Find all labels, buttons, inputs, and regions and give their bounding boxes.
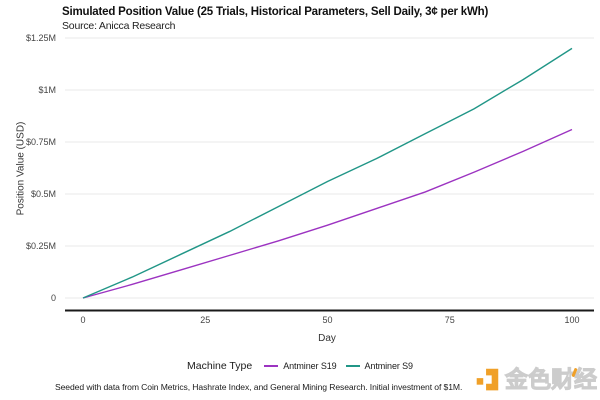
jinse-logo-icon xyxy=(476,368,499,391)
y-tick-label: $0.5M xyxy=(30,189,56,199)
legend-item-antminer-s9: Antminer S9 xyxy=(345,361,414,371)
x-axis-title: Day xyxy=(318,333,336,344)
y-tick-label: $0.75M xyxy=(25,137,56,147)
y-tick-label: $1.25M xyxy=(25,33,56,43)
legend-key-antminer-s9 xyxy=(345,365,360,367)
plot-area xyxy=(65,37,594,312)
y-tick-label: $1M xyxy=(38,85,56,95)
x-tick-label: 50 xyxy=(322,315,333,325)
series-line-antminer-s19 xyxy=(82,128,573,299)
caption: Seeded with data from Coin Metrics, Hash… xyxy=(55,382,463,392)
y-tick-label: $0.25M xyxy=(25,241,56,251)
x-tick-label: 0 xyxy=(80,315,86,325)
x-tick-label: 25 xyxy=(200,315,211,325)
legend-label: Antminer S19 xyxy=(283,361,337,371)
x-tick-label: 100 xyxy=(564,315,580,325)
legend-item-antminer-s19: Antminer S19 xyxy=(264,361,337,371)
chart-subtitle: Source: Anicca Research xyxy=(62,20,176,32)
legend-key-antminer-s19 xyxy=(264,365,279,367)
legend: Machine Type Antminer S19 Antminer S9 xyxy=(0,360,600,372)
y-axis-title: Position Value (USD) xyxy=(15,121,27,216)
legend-title: Machine Type xyxy=(187,360,253,372)
legend-label: Antminer S9 xyxy=(364,361,414,371)
watermark-text: 金色财经 xyxy=(505,365,598,392)
chart-title: Simulated Position Value (25 Trials, His… xyxy=(62,6,489,18)
x-tick-label: 75 xyxy=(444,315,455,325)
watermark: 金色财经 xyxy=(472,365,598,395)
y-tick-label: 0 xyxy=(50,293,56,303)
series-line-antminer-s9 xyxy=(82,47,573,299)
